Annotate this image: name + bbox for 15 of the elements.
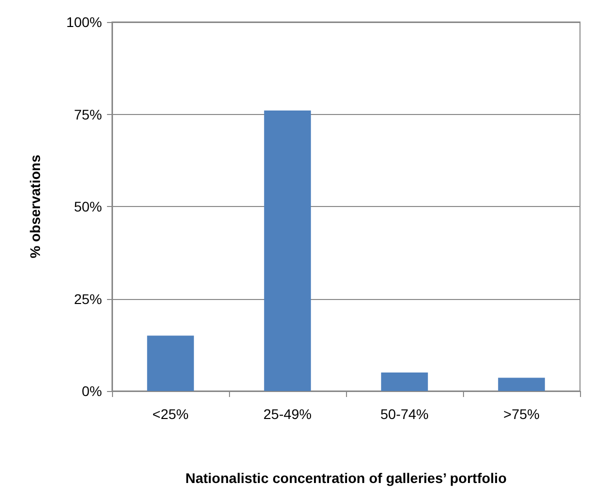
y-tick-label: 50% (74, 198, 102, 214)
x-tick-label: <25% (152, 406, 189, 422)
y-tick-label: 75% (74, 106, 102, 122)
bar (264, 110, 311, 391)
bar (381, 372, 428, 391)
x-tick-label: >75% (503, 406, 540, 422)
y-tick-label: 100% (66, 14, 102, 30)
bar (147, 336, 194, 391)
y-tick-label: 25% (74, 290, 102, 307)
x-axis-title: Nationalistic concentration of galleries’ portfolio (185, 470, 507, 486)
y-axis-title: % observations (27, 154, 43, 258)
x-tick-label: 50-74% (380, 406, 429, 422)
x-tick-label: 25-49% (263, 406, 312, 422)
y-tick-label: 0% (82, 383, 102, 399)
bar (498, 378, 545, 391)
